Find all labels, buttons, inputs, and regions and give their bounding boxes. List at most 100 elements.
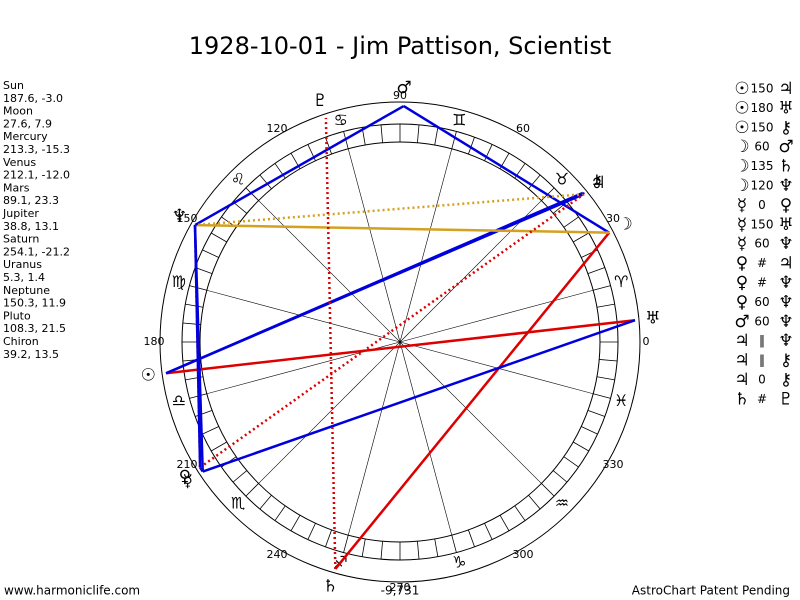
zodiac-sign: ♎	[172, 391, 186, 410]
planet-name: Uranus	[3, 258, 42, 271]
degree-label: 300	[513, 548, 534, 561]
planet-position: 108.3, 21.5	[3, 322, 66, 335]
planet-glyph: ♅	[645, 309, 660, 329]
aspect-line	[165, 318, 636, 375]
aspect-from: ☉	[734, 98, 749, 118]
aspect-label: 135	[751, 159, 774, 173]
aspect-from: ♃	[734, 331, 749, 351]
aspect-label: 150	[751, 82, 774, 96]
ring-tick	[232, 470, 248, 483]
ring-tick	[259, 174, 272, 190]
aspect-line	[194, 104, 405, 227]
aspect-label: ‖	[759, 353, 765, 367]
ring-tick	[325, 137, 332, 155]
ring-tick	[593, 285, 611, 291]
degree-label: 30	[606, 212, 620, 225]
planet-glyph: ♂	[396, 78, 411, 98]
aspect-from: ☉	[734, 79, 749, 99]
ring-tick	[563, 456, 579, 468]
planet-position: 187.6, -3.0	[3, 92, 63, 105]
aspect-label: #	[757, 256, 767, 270]
ring-tick	[587, 267, 605, 274]
planet-position: 212.1, -12.0	[3, 169, 70, 182]
ring-tick	[514, 505, 526, 521]
ring-tick	[211, 232, 227, 243]
ring-tick	[245, 483, 259, 497]
aspect-to: ♆	[778, 176, 793, 196]
zodiac-sign: ♈	[614, 272, 628, 291]
aspect-line	[193, 225, 202, 468]
spoke	[258, 200, 401, 343]
aspect-label: 60	[754, 237, 769, 251]
aspect-from: ☿	[737, 195, 747, 215]
aspect-to: ♅	[778, 98, 793, 118]
degree-label: 240	[267, 548, 288, 561]
aspect-to: ♄	[778, 157, 793, 177]
ring-tick	[451, 535, 457, 553]
planet-name: Chiron	[3, 335, 39, 348]
footer-right: AstroChart Patent Pending	[632, 584, 790, 598]
aspect-line	[194, 223, 610, 234]
spoke	[347, 148, 401, 343]
degree-label: 330	[603, 458, 624, 471]
zodiac-sign: ♉	[555, 170, 569, 189]
planet-name: Moon	[3, 105, 33, 118]
aspect-label: 150	[751, 217, 774, 231]
degree-label: 150	[176, 212, 197, 225]
aspect-from: ☉	[734, 118, 749, 138]
ring-tick	[361, 538, 366, 557]
spoke	[399, 148, 453, 343]
planet-name: Venus	[3, 156, 36, 169]
ring-tick	[274, 505, 286, 521]
aspect-from: ☿	[737, 234, 747, 254]
aspect-label: ‖	[759, 334, 765, 348]
planet-position: 254.1, -21.2	[3, 245, 70, 258]
planet-position: 150.3, 11.9	[3, 297, 66, 310]
planet-name: Mercury	[3, 130, 48, 143]
ring-tick	[434, 538, 439, 557]
spoke	[399, 289, 594, 343]
ring-tick	[573, 441, 589, 452]
aspect-line	[581, 192, 585, 195]
planet-position: 89.1, 23.3	[3, 194, 59, 207]
zodiac-sign: ♒	[555, 493, 569, 512]
zodiac-sign: ♍	[172, 272, 186, 291]
planet-glyph: ♇	[313, 91, 328, 111]
aspect-from: ♀	[736, 292, 748, 312]
zodiac-sign: ♓	[614, 391, 628, 410]
spoke	[258, 341, 401, 484]
aspect-label: 120	[751, 179, 774, 193]
planet-glyph: ♀	[179, 467, 191, 487]
planet-name: Mars	[3, 181, 30, 194]
zodiac-sign: ♌	[231, 170, 245, 189]
aspect-label: #	[757, 392, 767, 406]
aspect-to: ⚷	[780, 118, 792, 138]
aspect-to: ♆	[778, 273, 793, 293]
ring-tick	[211, 441, 227, 452]
ring-tick	[232, 201, 248, 214]
ring-tick	[417, 541, 420, 560]
aspect-to: ♆	[778, 331, 793, 351]
aspect-to: ⚷	[780, 370, 792, 390]
ring-tick	[593, 393, 611, 399]
planet-position: 5.3, 1.4	[3, 271, 45, 284]
ring-tick	[202, 426, 219, 435]
aspect-to: ♃	[778, 79, 793, 99]
planet-name: Saturn	[3, 233, 39, 246]
aspect-line	[334, 231, 611, 570]
ring-tick	[581, 426, 598, 435]
planet-name: Neptune	[3, 284, 50, 297]
ring-tick	[596, 376, 615, 381]
aspect-label: #	[757, 276, 767, 290]
ring-tick	[380, 541, 383, 560]
aspect-from: ♂	[734, 312, 749, 332]
aspect-to: ♆	[778, 234, 793, 254]
aspect-label: 150	[751, 120, 774, 134]
aspect-from: ☽	[734, 137, 749, 157]
ring-tick	[468, 529, 475, 547]
degree-label: 60	[516, 122, 530, 135]
aspect-from: ☿	[737, 215, 747, 235]
ring-tick	[434, 127, 439, 146]
ring-tick	[259, 494, 272, 510]
